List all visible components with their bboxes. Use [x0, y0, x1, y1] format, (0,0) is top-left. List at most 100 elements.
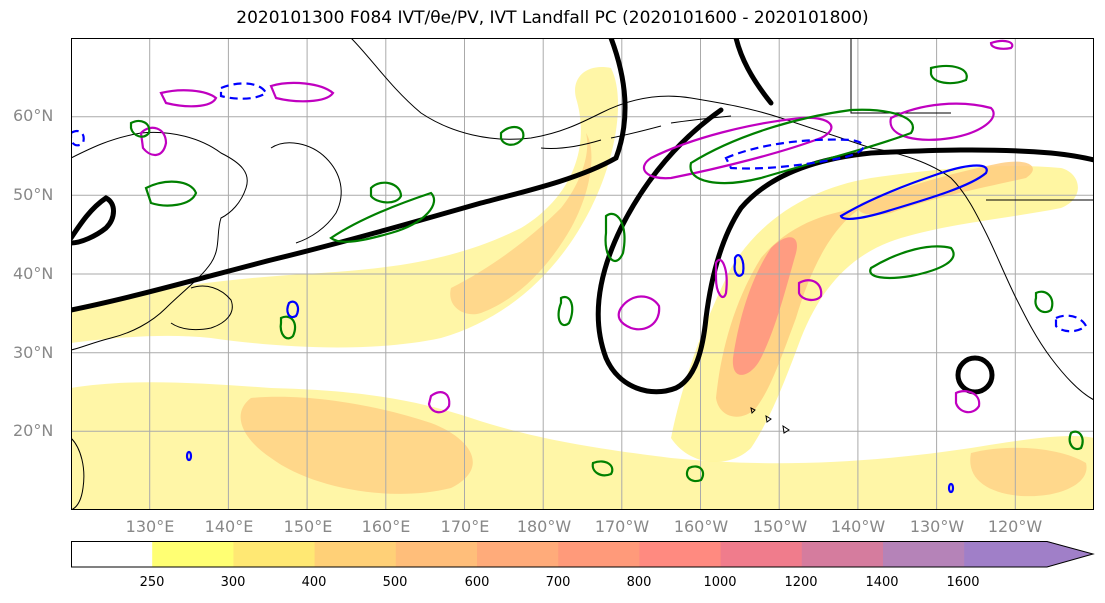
colorbar-cell	[395, 541, 478, 567]
colorbar-tick-label: 600	[464, 575, 490, 590]
pv-contour	[139, 126, 168, 156]
figure-title: 2020101300 F084 IVT/θe/PV, IVT Landfall …	[236, 8, 869, 28]
colorbar-cell	[71, 541, 153, 567]
pv-contour	[1068, 430, 1084, 451]
theta-contour-north-trough	[733, 38, 774, 106]
pv-contour	[714, 258, 728, 299]
lat-label: 20°N	[13, 421, 54, 440]
colorbar-tick-label: 1400	[865, 575, 899, 590]
kamchatka-coast	[270, 142, 342, 244]
colorbar-tick-label: 800	[626, 575, 652, 590]
ivt-band-south-mid	[240, 396, 473, 494]
pv-contour	[219, 82, 268, 100]
colorbar-cell	[964, 541, 1093, 567]
pv-contour	[591, 460, 614, 477]
lon-label: 170°W	[594, 517, 650, 536]
pv-contour	[185, 450, 193, 462]
pv-contours-green	[129, 64, 1084, 483]
pv-contour	[369, 181, 403, 204]
hawaii-islands	[750, 407, 790, 434]
colorbar-cell	[801, 541, 884, 567]
coastlines	[71, 38, 1094, 510]
pv-contour	[427, 391, 451, 414]
pv-contour	[617, 295, 661, 331]
lon-label: 130°E	[125, 517, 175, 536]
colorbar-tick-label: 400	[301, 575, 327, 590]
theta-contour-west-loop	[71, 195, 116, 246]
pv-contour	[724, 138, 865, 170]
lon-label: 160°W	[673, 517, 729, 536]
pv-contour	[144, 180, 198, 207]
japan-coast	[170, 285, 233, 331]
pv-contour	[689, 108, 914, 185]
map-panel	[71, 38, 1094, 510]
ivt-colorbar	[71, 541, 1095, 568]
colorbar-tick-label: 1000	[703, 575, 737, 590]
pv-contour	[954, 389, 981, 414]
colorbar-cell	[558, 541, 640, 567]
lon-label: 170°E	[440, 517, 490, 536]
pv-contour	[947, 482, 955, 494]
pv-contour	[839, 164, 988, 220]
colorbar-outline	[71, 541, 1095, 568]
lat-label: 50°N	[13, 185, 54, 204]
pv-contour	[499, 125, 525, 146]
pv-contour	[889, 102, 995, 141]
pv-contour	[269, 81, 335, 103]
pv-contours-blue	[71, 82, 1088, 494]
colorbar-cell	[233, 541, 316, 567]
colorbar-cell	[720, 541, 803, 567]
pv-contour	[733, 254, 745, 277]
ivt-plume-west-mid	[450, 133, 592, 315]
pv-contour	[279, 315, 297, 340]
theta-contours	[71, 38, 1094, 395]
colorbar-cell	[883, 541, 965, 567]
pv-contour	[1034, 290, 1054, 314]
lon-label: 140°E	[204, 517, 254, 536]
map-canvas	[71, 38, 1094, 510]
ivt-plume-central	[671, 166, 1078, 462]
pv-contour	[129, 119, 151, 138]
lon-label: 130°W	[909, 517, 965, 536]
colorbar-tick-label: 700	[545, 575, 571, 590]
pv-contour	[1054, 314, 1088, 333]
lat-label: 60°N	[13, 106, 54, 125]
colorbar-tick-label: 250	[139, 575, 165, 590]
pv-contour	[329, 191, 436, 243]
lon-label: 160°E	[361, 517, 411, 536]
pv-contour	[286, 300, 300, 319]
pv-contour	[557, 295, 574, 327]
theta-contour-trough	[595, 107, 1094, 395]
lon-label: 180°W	[516, 517, 572, 536]
pv-contour	[989, 39, 1014, 50]
lat-label: 30°N	[13, 343, 54, 362]
canada-border	[850, 38, 951, 114]
lon-label: 120°W	[987, 517, 1043, 536]
colorbar-tick-label: 300	[220, 575, 246, 590]
asia-coast	[71, 131, 248, 351]
pv-contour	[71, 129, 85, 147]
ivt-band-south-east	[970, 447, 1087, 497]
philippines-coast	[71, 437, 85, 510]
lon-label: 150°W	[752, 517, 808, 536]
pv-contour	[869, 245, 955, 279]
pv-contour	[643, 116, 833, 180]
ivt-plume-coast	[858, 161, 1033, 215]
pv-contour	[685, 465, 705, 483]
graticule	[71, 38, 1094, 510]
map-frame	[71, 38, 1094, 510]
colorbar-cell	[314, 541, 397, 567]
colorbar-cell	[152, 541, 234, 567]
pv-contour	[929, 64, 968, 85]
theta-contour-closed-low	[955, 355, 995, 395]
colorbar-cell	[639, 541, 722, 567]
colorbar-cells	[71, 541, 1093, 567]
ivt-plume-central-high	[732, 237, 797, 375]
colorbar-tick-label: 1200	[784, 575, 818, 590]
pv-contour	[797, 279, 823, 302]
pv-contour	[604, 212, 626, 262]
ivt-shading	[71, 67, 1094, 510]
lon-label: 150°E	[283, 517, 333, 536]
pv-contour	[159, 89, 218, 108]
aleutian-islands	[540, 115, 732, 149]
